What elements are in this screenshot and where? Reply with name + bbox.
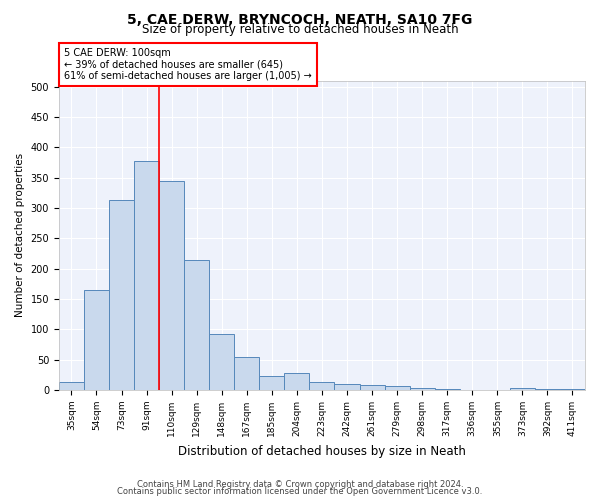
Bar: [184, 260, 209, 390]
Bar: [134, 161, 159, 390]
Bar: [410, 388, 434, 390]
Bar: [59, 382, 84, 390]
Bar: [510, 388, 535, 390]
Bar: [109, 200, 134, 390]
Bar: [334, 384, 359, 390]
Text: 5, CAE DERW, BRYNCOCH, NEATH, SA10 7FG: 5, CAE DERW, BRYNCOCH, NEATH, SA10 7FG: [127, 12, 473, 26]
Bar: [284, 373, 310, 390]
Bar: [84, 290, 109, 390]
Text: Size of property relative to detached houses in Neath: Size of property relative to detached ho…: [142, 22, 458, 36]
Bar: [259, 376, 284, 390]
Bar: [159, 181, 184, 390]
Text: Contains public sector information licensed under the Open Government Licence v3: Contains public sector information licen…: [118, 488, 482, 496]
Text: 5 CAE DERW: 100sqm
← 39% of detached houses are smaller (645)
61% of semi-detach: 5 CAE DERW: 100sqm ← 39% of detached hou…: [64, 48, 312, 80]
Bar: [359, 385, 385, 390]
Bar: [209, 334, 234, 390]
Bar: [310, 382, 334, 390]
X-axis label: Distribution of detached houses by size in Neath: Distribution of detached houses by size …: [178, 444, 466, 458]
Bar: [385, 386, 410, 390]
Text: Contains HM Land Registry data © Crown copyright and database right 2024.: Contains HM Land Registry data © Crown c…: [137, 480, 463, 489]
Bar: [234, 356, 259, 390]
Y-axis label: Number of detached properties: Number of detached properties: [15, 154, 25, 318]
